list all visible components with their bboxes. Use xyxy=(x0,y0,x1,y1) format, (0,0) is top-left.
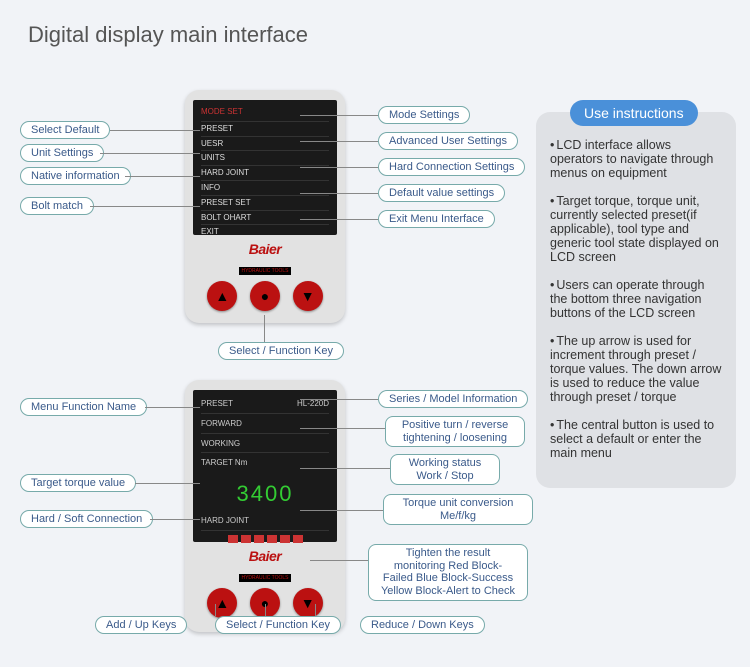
row-hardjoint: HARD JOINT xyxy=(201,515,329,531)
callout-native-info: Native information xyxy=(20,167,131,185)
down-button-icon[interactable]: ▼ xyxy=(293,588,323,618)
button-row-top: ▲ ● ▼ xyxy=(193,281,337,315)
instructions-list: LCD interface allows operators to naviga… xyxy=(550,138,722,460)
callout-unit-settings: Unit Settings xyxy=(20,144,104,162)
callout-select-function-1: Select / Function Key xyxy=(218,342,344,360)
page-title: Digital display main interface xyxy=(28,22,308,48)
callout-working-status: Working status Work / Stop xyxy=(390,454,500,485)
callout-positive-turn: Positive turn / reverse tightening / loo… xyxy=(385,416,525,447)
result-blocks xyxy=(201,535,329,543)
device-top: MODE SET PRESET UESR UNITS HARD JOINT IN… xyxy=(185,90,345,323)
brand-bottom: Baier HYDRAULIC TOOLS xyxy=(193,548,337,584)
menu-exit: EXIT xyxy=(201,224,329,239)
row-working: WORKING xyxy=(201,438,329,454)
callout-add-up: Add / Up Keys xyxy=(95,616,187,634)
center-button-icon[interactable]: ● xyxy=(250,281,280,311)
row-target: TARGET Nm xyxy=(201,457,329,472)
menu-boltchart: BOLT OHART xyxy=(201,210,329,225)
brand-top: Baier HYDRAULIC TOOLS xyxy=(193,241,337,277)
callout-hard-soft: Hard / Soft Connection xyxy=(20,510,153,528)
menu-preset: PRESET xyxy=(201,121,329,136)
instruction-item: Users can operate through the bottom thr… xyxy=(550,278,722,320)
callout-default-value: Default value settings xyxy=(378,184,505,202)
up-button-icon[interactable]: ▲ xyxy=(207,281,237,311)
callout-select-default: Select Default xyxy=(20,121,110,139)
menu-units: UNITS xyxy=(201,150,329,165)
row-preset: PRESETHL-220D xyxy=(201,398,329,414)
target-value: 3400 xyxy=(201,476,329,511)
callout-torque-unit: Torque unit conversion Me/f/kg xyxy=(383,494,533,525)
callout-reduce-down: Reduce / Down Keys xyxy=(360,616,485,634)
menu-presetset: PRESET SET xyxy=(201,195,329,210)
down-button-icon[interactable]: ▼ xyxy=(293,281,323,311)
up-button-icon[interactable]: ▲ xyxy=(207,588,237,618)
instructions-panel: Use instructions LCD interface allows op… xyxy=(536,112,736,488)
callout-target-torque: Target torque value xyxy=(20,474,136,492)
instructions-header: Use instructions xyxy=(570,100,698,126)
mode-set-label: MODE SET xyxy=(201,106,329,119)
instruction-item: The up arrow is used for increment throu… xyxy=(550,334,722,404)
instruction-item: LCD interface allows operators to naviga… xyxy=(550,138,722,180)
device-bottom: PRESETHL-220D FORWARD WORKING TARGET Nm … xyxy=(185,380,345,632)
instruction-item: The central button is used to select a d… xyxy=(550,418,722,460)
callout-advanced-user: Advanced User Settings xyxy=(378,132,518,150)
callout-tighten-result: Tighten the result monitoring Red Block-… xyxy=(368,544,528,601)
callout-exit-menu: Exit Menu Interface xyxy=(378,210,495,228)
row-forward: FORWARD xyxy=(201,418,329,434)
instruction-item: Target torque, torque unit, currently se… xyxy=(550,194,722,264)
menu-user: UESR xyxy=(201,136,329,151)
callout-mode-settings: Mode Settings xyxy=(378,106,470,124)
device-bottom-screen: PRESETHL-220D FORWARD WORKING TARGET Nm … xyxy=(193,390,337,542)
callout-hard-connection: Hard Connection Settings xyxy=(378,158,525,176)
callout-bolt-match: Bolt match xyxy=(20,197,94,215)
callout-series-model: Series / Model Information xyxy=(378,390,528,408)
callout-menu-function: Menu Function Name xyxy=(20,398,147,416)
callout-select-function-2: Select / Function Key xyxy=(215,616,341,634)
